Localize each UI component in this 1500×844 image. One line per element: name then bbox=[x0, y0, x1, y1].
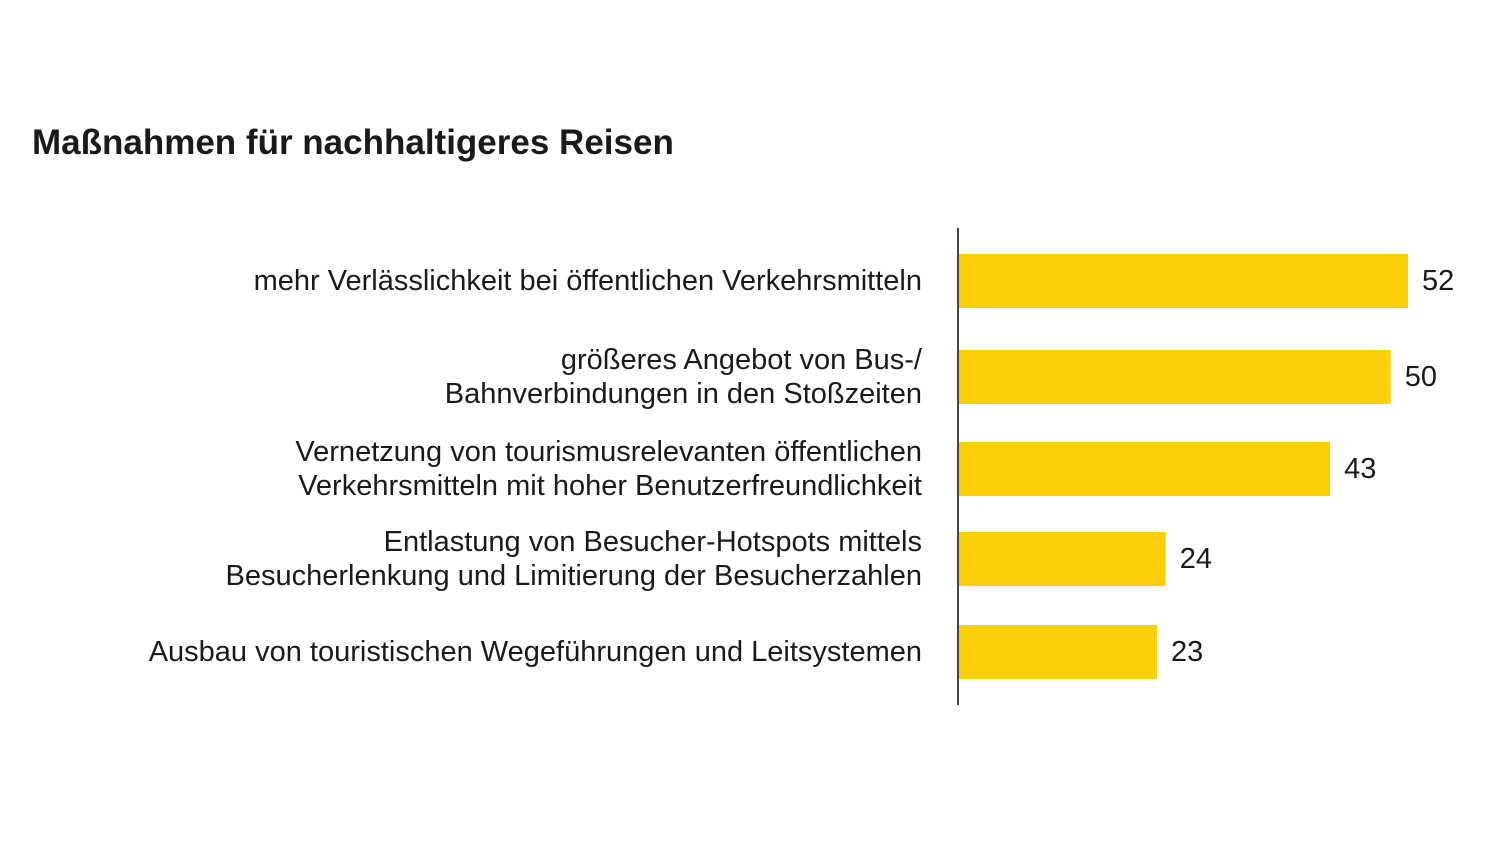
value-labels: 52 50 43 24 23 bbox=[1171, 265, 1454, 668]
bar-5 bbox=[958, 625, 1158, 679]
value-label-5: 23 bbox=[1171, 636, 1203, 668]
category-labels: mehr Verlässlichkeit bei öffentlichen Ve… bbox=[149, 265, 923, 668]
category-label-5-line-1: Ausbau von touristischen Wegeführungen u… bbox=[149, 636, 922, 668]
category-label-4-line-1: Entlastung von Besucher-Hotspots mittels bbox=[384, 526, 922, 558]
bar-2 bbox=[958, 350, 1391, 404]
value-label-4: 24 bbox=[1180, 543, 1212, 575]
category-label-3-line-1: Vernetzung von tourismusrelevanten öffen… bbox=[295, 436, 922, 468]
bar-1 bbox=[958, 254, 1408, 308]
category-label-2-line-1: größeres Angebot von Bus-/ bbox=[561, 344, 923, 376]
value-label-2: 50 bbox=[1405, 361, 1437, 393]
bars-group bbox=[958, 254, 1408, 679]
bar-3 bbox=[958, 442, 1331, 496]
chart-title: Maßnahmen für nachhaltigeres Reisen bbox=[32, 123, 674, 162]
value-label-3: 43 bbox=[1344, 453, 1376, 485]
bar-4 bbox=[958, 532, 1166, 586]
value-label-1: 52 bbox=[1422, 265, 1454, 297]
category-label-2-line-2: Bahnverbindungen in den Stoßzeiten bbox=[445, 378, 922, 410]
category-label-3-line-2: Verkehrsmitteln mit hoher Benutzerfreund… bbox=[298, 470, 922, 502]
category-label-1-line-1: mehr Verlässlichkeit bei öffentlichen Ve… bbox=[254, 265, 922, 297]
category-label-4-line-2: Besucherlenkung und Limitierung der Besu… bbox=[226, 560, 922, 592]
